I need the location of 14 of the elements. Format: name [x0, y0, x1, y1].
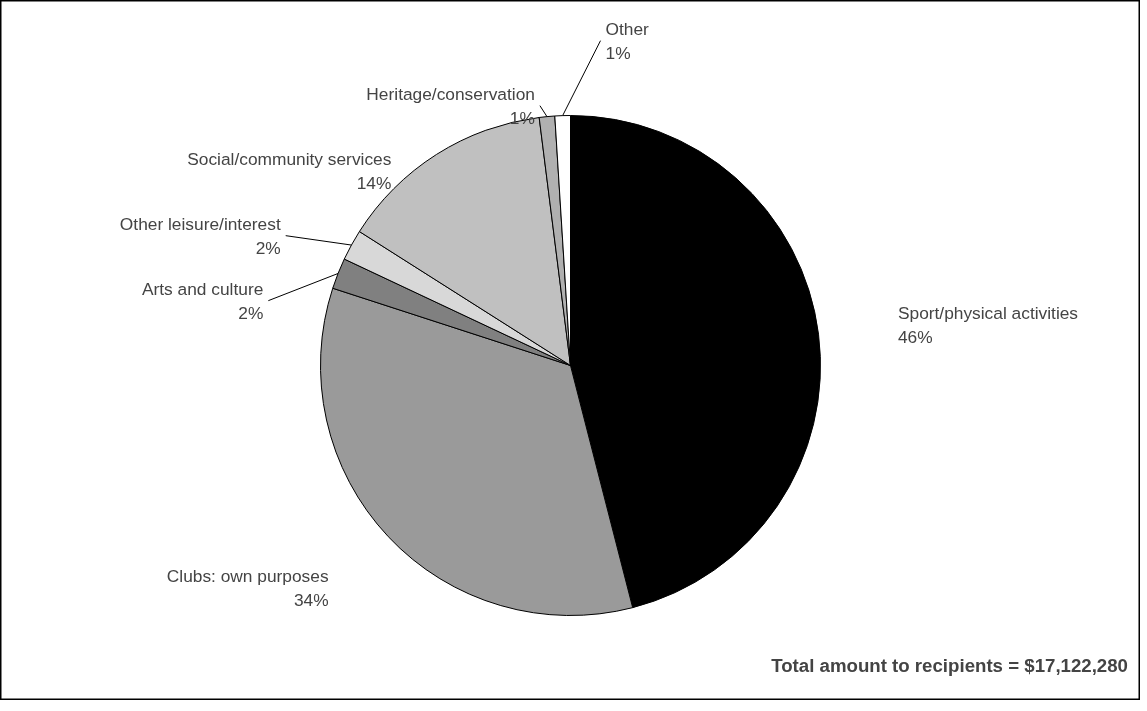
slice-label: Social/community services	[187, 148, 392, 169]
slice-label: Sport/physical activities	[897, 302, 1079, 323]
data-label: 34%	[293, 589, 329, 610]
slice-label: Heritage/conservation	[366, 83, 535, 104]
data-label: 46%	[897, 326, 933, 347]
slice-label: Clubs: own purposes	[166, 565, 329, 586]
data-label: 2%	[238, 302, 264, 323]
text: Total amount to recipients = $17,122,280	[771, 654, 1129, 676]
data-label: 2%	[255, 237, 281, 258]
slice-label: Other leisure/interest	[119, 213, 281, 234]
data-label: 1%	[605, 42, 631, 63]
data-label: 14%	[356, 172, 392, 193]
slice-label: Arts and culture	[141, 278, 264, 299]
slice-label: Other	[605, 18, 650, 39]
